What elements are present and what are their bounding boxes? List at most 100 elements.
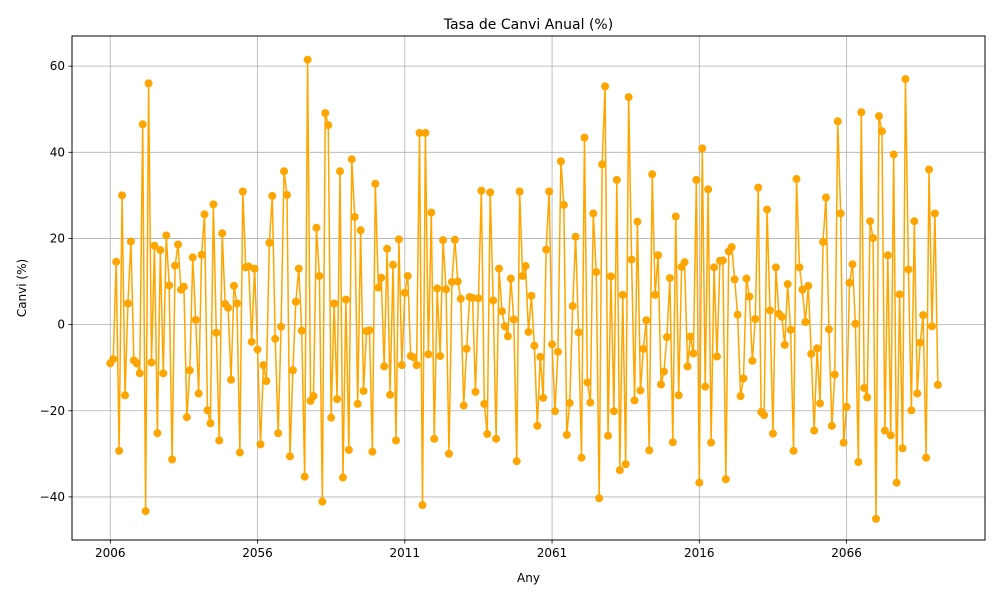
data-point xyxy=(559,200,568,209)
data-point xyxy=(872,514,881,523)
data-point xyxy=(780,340,789,349)
data-point xyxy=(480,399,489,408)
data-point xyxy=(654,251,663,260)
data-point xyxy=(863,393,872,402)
data-point xyxy=(250,264,259,273)
data-point xyxy=(456,294,465,303)
chart-title: Tasa de Canvi Anual (%) xyxy=(443,17,613,33)
x-tick-label: 2016 xyxy=(684,546,715,560)
data-point xyxy=(727,243,736,252)
data-point xyxy=(792,175,801,184)
data-point xyxy=(768,429,777,438)
data-point xyxy=(730,275,739,284)
data-point xyxy=(141,507,150,516)
data-point xyxy=(630,396,639,405)
data-point xyxy=(371,179,380,188)
data-point xyxy=(751,315,760,324)
data-point xyxy=(518,271,527,280)
data-point xyxy=(651,290,660,299)
data-point xyxy=(215,436,224,445)
data-point xyxy=(674,391,683,400)
data-point xyxy=(374,283,383,292)
data-point xyxy=(359,386,368,395)
data-point xyxy=(338,473,347,482)
data-point xyxy=(704,185,713,194)
data-point xyxy=(816,399,825,408)
data-point xyxy=(386,390,395,399)
data-point xyxy=(500,322,509,331)
data-point xyxy=(324,121,333,130)
data-point xyxy=(553,347,562,356)
data-point xyxy=(886,431,895,440)
data-point xyxy=(542,245,551,254)
data-point xyxy=(280,167,289,176)
data-point xyxy=(933,380,942,389)
y-tick-label: −40 xyxy=(40,490,65,504)
data-point xyxy=(804,281,813,290)
data-point xyxy=(612,175,621,184)
data-point xyxy=(795,263,804,272)
data-point xyxy=(813,344,822,353)
data-point xyxy=(668,438,677,447)
data-point xyxy=(453,277,462,286)
data-point xyxy=(771,263,780,272)
data-point xyxy=(624,93,633,102)
data-point xyxy=(444,449,453,458)
data-point xyxy=(657,380,666,389)
data-point xyxy=(777,312,786,321)
x-tick-label: 2011 xyxy=(390,546,421,560)
data-point xyxy=(503,332,512,341)
data-point xyxy=(197,250,206,259)
data-point xyxy=(512,457,521,466)
data-point xyxy=(224,303,233,312)
data-point xyxy=(848,260,857,269)
data-point xyxy=(212,328,221,337)
data-point xyxy=(288,366,297,375)
data-point xyxy=(271,334,280,343)
data-point xyxy=(135,369,144,378)
data-point xyxy=(736,392,745,401)
data-point xyxy=(527,291,536,300)
data-point xyxy=(495,264,504,273)
data-point xyxy=(636,386,645,395)
data-point xyxy=(586,398,595,407)
data-point xyxy=(168,455,177,464)
data-point xyxy=(333,395,342,404)
data-point xyxy=(424,350,433,359)
data-point xyxy=(389,260,398,269)
data-point xyxy=(194,389,203,398)
data-point xyxy=(489,296,498,305)
data-point xyxy=(904,265,913,274)
data-point xyxy=(330,299,339,308)
data-point xyxy=(824,325,833,334)
data-point xyxy=(206,419,215,428)
data-point xyxy=(718,256,727,265)
data-point xyxy=(739,374,748,383)
data-point xyxy=(418,501,427,510)
data-point xyxy=(574,328,583,337)
data-point xyxy=(315,271,324,280)
data-point xyxy=(683,362,692,371)
data-point xyxy=(545,187,554,196)
data-point xyxy=(883,251,892,260)
data-point xyxy=(229,281,238,290)
data-point xyxy=(830,370,839,379)
data-point xyxy=(606,272,615,281)
data-point xyxy=(477,186,486,195)
data-point xyxy=(471,387,480,396)
data-point xyxy=(589,209,598,218)
data-point xyxy=(147,358,156,367)
data-point xyxy=(665,274,674,283)
data-point xyxy=(291,297,300,306)
x-tick-label: 2006 xyxy=(95,546,126,560)
data-point xyxy=(247,337,256,346)
y-tick-label: 20 xyxy=(50,231,65,245)
data-point xyxy=(548,340,557,349)
data-point xyxy=(568,302,577,311)
plot-frame xyxy=(71,35,986,541)
data-point xyxy=(483,430,492,439)
data-point xyxy=(565,399,574,408)
data-point xyxy=(760,411,769,420)
data-point xyxy=(394,235,403,244)
data-point xyxy=(400,288,409,297)
